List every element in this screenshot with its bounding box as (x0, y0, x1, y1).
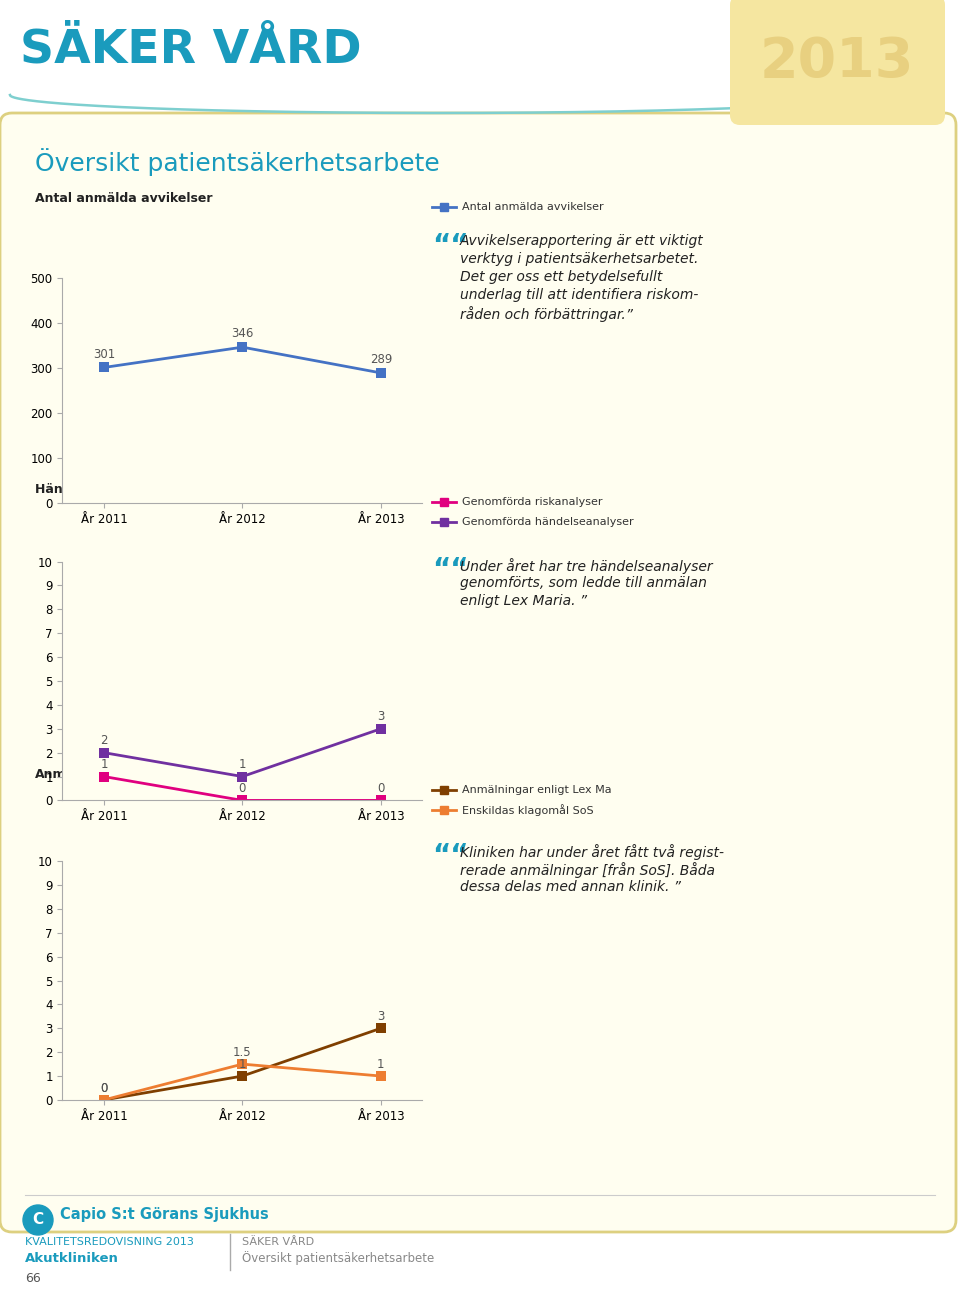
Text: Anmälningsärenden: Anmälningsärenden (35, 768, 176, 781)
Text: SÄKER VÅRD: SÄKER VÅRD (20, 27, 362, 72)
Text: råden och förbättringar.”: råden och förbättringar.” (460, 306, 633, 321)
Text: 301: 301 (93, 347, 115, 360)
Text: 66: 66 (25, 1272, 40, 1285)
Text: 346: 346 (231, 328, 253, 341)
Text: 0: 0 (377, 782, 385, 795)
Text: verktyg i patientsäkerhetsarbetet.: verktyg i patientsäkerhetsarbetet. (460, 252, 698, 266)
Text: Händelse och riskanalyser: Händelse och riskanalyser (35, 483, 220, 496)
Text: Under året har tre händelseanalyser: Under året har tre händelseanalyser (460, 558, 712, 574)
Text: Genomförda riskanalyser: Genomförda riskanalyser (462, 497, 603, 507)
Text: 2013: 2013 (759, 35, 914, 89)
Text: Genomförda händelseanalyser: Genomförda händelseanalyser (462, 516, 634, 527)
Text: rerade anmälningar [från SoS]. Båda: rerade anmälningar [från SoS]. Båda (460, 862, 715, 878)
Text: Akutkliniken: Akutkliniken (25, 1251, 119, 1264)
Text: underlag till att identifiera riskom-: underlag till att identifiera riskom- (460, 288, 698, 302)
Text: ““: ““ (432, 232, 468, 259)
Text: Capio S:t Görans Sjukhus: Capio S:t Görans Sjukhus (60, 1207, 269, 1221)
Text: Antal anmälda avvikelser: Antal anmälda avvikelser (462, 201, 604, 212)
Text: 0: 0 (239, 782, 246, 795)
Text: 1: 1 (100, 758, 108, 771)
Text: ““: ““ (432, 842, 468, 870)
FancyBboxPatch shape (730, 0, 945, 125)
Text: Enskildas klagomål SoS: Enskildas klagomål SoS (462, 804, 593, 816)
Text: 3: 3 (377, 1010, 385, 1022)
Text: 0: 0 (100, 1082, 108, 1095)
Text: 1: 1 (239, 1057, 246, 1070)
FancyBboxPatch shape (0, 114, 956, 1232)
Text: Det ger oss ett betydelsefullt: Det ger oss ett betydelsefullt (460, 270, 662, 284)
Text: Översikt patientsäkerhetsarbete: Översikt patientsäkerhetsarbete (35, 148, 440, 176)
Text: 289: 289 (370, 354, 392, 367)
Text: 1: 1 (377, 1057, 385, 1070)
Text: Översikt patientsäkerhetsarbete: Översikt patientsäkerhetsarbete (242, 1251, 434, 1265)
Text: enligt Lex Maria. ”: enligt Lex Maria. ” (460, 594, 588, 608)
Circle shape (23, 1205, 53, 1235)
Text: Kliniken har under året fått två regist-: Kliniken har under året fått två regist- (460, 844, 724, 860)
Text: Antal anmälda avvikelser: Antal anmälda avvikelser (35, 192, 212, 205)
Text: dessa delas med annan klinik. ”: dessa delas med annan klinik. ” (460, 880, 681, 893)
Text: 2: 2 (100, 735, 108, 747)
Text: 1: 1 (239, 758, 246, 771)
Text: ““: ““ (432, 556, 468, 584)
Text: 0: 0 (100, 1082, 108, 1095)
Text: SÄKER VÅRD: SÄKER VÅRD (242, 1237, 314, 1247)
Text: 3: 3 (377, 710, 385, 723)
Text: Anmälningar enligt Lex Ma: Anmälningar enligt Lex Ma (462, 785, 612, 795)
Text: genomförts, som ledde till anmälan: genomförts, som ledde till anmälan (460, 576, 707, 590)
Text: Avvikelserapportering är ett viktigt: Avvikelserapportering är ett viktigt (460, 234, 704, 248)
Text: 1.5: 1.5 (233, 1046, 252, 1059)
Text: C: C (33, 1212, 43, 1228)
Text: KVALITETSREDOVISNING 2013: KVALITETSREDOVISNING 2013 (25, 1237, 194, 1247)
